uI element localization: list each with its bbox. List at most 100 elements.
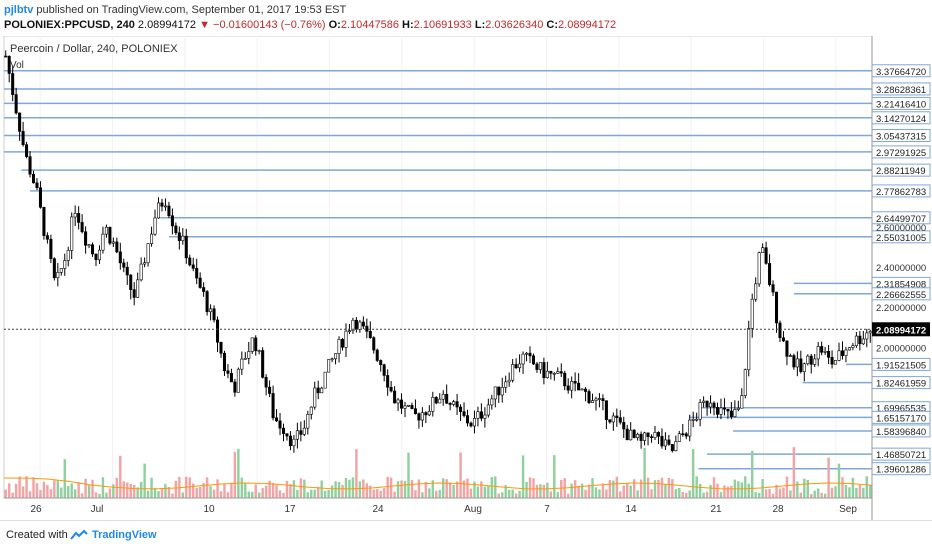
volume-bar [174,480,178,498]
volume-bar [820,492,823,498]
volume-bar [91,479,94,498]
candle-body [781,337,785,342]
tradingview-brand-link[interactable]: TradingView [92,529,157,541]
x-tick-label: Sep [839,504,857,515]
candle-body [674,441,678,452]
volume-bar [685,492,688,498]
level-label: 2.88211949 [876,166,926,177]
candle-body [525,352,529,355]
footer: Created with TradingView [0,520,932,551]
volume-bar [167,486,171,498]
candle-body [132,289,136,298]
volume-bar [393,491,396,498]
candle-body [302,427,306,435]
candle-body [434,397,438,404]
candle-body [528,352,532,357]
candle-body [785,340,789,357]
volume-bar [49,489,53,498]
candle-body [476,411,480,419]
candle-body [59,268,63,273]
volume-bar [226,492,230,498]
volume-bar [379,490,382,498]
candle-body [771,284,775,293]
candle-body [216,319,220,343]
volume-bar [303,479,306,498]
volume-bar [615,476,619,498]
volume-bar [94,492,98,498]
volume-bar [421,492,424,498]
candle-body [549,370,553,374]
volume-bar [35,483,39,498]
volume-bar [560,479,563,498]
volume-bar [4,489,7,498]
candle-body [424,412,428,416]
candle-body [70,216,74,251]
time-axis[interactable]: 26 Jul 10 17 24 Aug 7 14 21 28 Sep [30,504,857,515]
volume-bar [632,479,636,498]
volume-bar [497,493,500,498]
candle-body [764,247,768,264]
candle-body [823,350,827,353]
volume-bar [757,492,761,498]
candle-body [868,331,872,334]
volume-bar [622,485,625,498]
volume-bar [205,477,209,498]
candle-body [104,226,108,235]
candle-body [420,412,424,421]
candle-body [278,420,282,429]
candle-body [472,418,476,427]
candle-body [337,338,341,354]
candle-body [455,401,459,408]
volume-bar [612,480,615,498]
candle-body [341,338,345,348]
level-label: 1.58396840 [876,427,926,438]
volume-bar [264,485,268,498]
candle-body [459,406,463,412]
candle-body [691,419,695,421]
candle-body [448,402,452,405]
price-axis[interactable]: 2.40000000 2.20000000 2.00000000 2.60000000… [4,223,930,355]
high-label: H: [402,19,414,31]
candle-body [629,429,633,441]
candle-body [320,387,324,394]
candle-body [354,319,358,330]
candle-body [653,432,657,438]
volume-legend: Vol [10,60,24,71]
candle-body [847,347,851,351]
volume-bar [726,486,730,498]
candle-body [511,364,515,381]
volume-bar [789,490,792,498]
author-link[interactable]: pjlbtv [4,4,34,16]
candle-body [497,386,501,396]
volume-bar [14,483,18,498]
volume-bar [400,480,403,498]
price-chart[interactable]: 3.37664720 3.28628361 3.21416410 3.14270124… [0,35,932,520]
volume-bar [639,479,643,498]
volume-bar [56,480,60,498]
candle-body [754,283,758,300]
candle-body [347,330,351,332]
candle-body [809,355,813,365]
volume-bar [844,484,848,498]
level-label: 1.82461959 [876,379,926,390]
volume-bar [438,489,441,498]
volume-bar [549,491,553,498]
x-tick-label: 26 [30,504,42,515]
volume-bar [848,487,851,498]
volume-bar [143,463,146,498]
chart-area[interactable]: 3.37664720 3.28628361 3.21416410 3.14270124… [0,35,932,520]
candle-body [288,435,292,447]
candle-body [681,433,685,436]
candle-body [247,351,251,359]
volume-bar [768,488,771,498]
candle-body [191,264,195,269]
candle-body [257,350,261,352]
candle-body [813,358,817,365]
candle-body [625,428,629,441]
volume-bar [660,477,664,498]
volume-bar [636,490,639,498]
created-with-text: Created with [6,529,68,541]
candle-body [35,182,39,189]
volume-bar [230,482,233,498]
candle-body [597,398,601,400]
